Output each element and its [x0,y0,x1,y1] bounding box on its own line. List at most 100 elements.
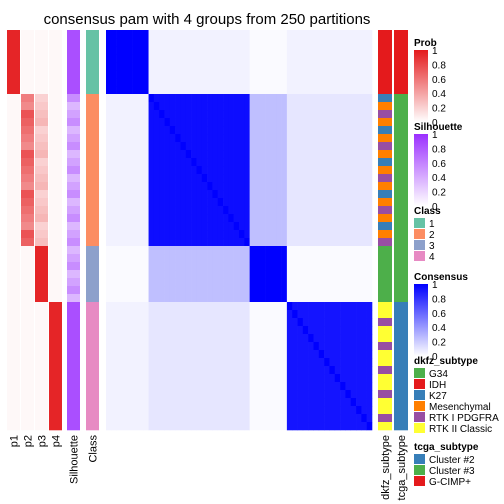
consensus-cell [276,166,282,175]
consensus-cell [281,174,288,183]
consensus-cell [223,102,229,111]
consensus-cell [217,294,224,303]
prob-cell-p3 [35,110,48,119]
consensus-cell [324,94,330,103]
consensus-cell [254,422,261,431]
consensus-cell [239,342,245,351]
consensus-cell [270,366,277,375]
consensus-cell [270,278,277,287]
consensus-cell [254,142,261,151]
consensus-cell [196,150,203,159]
consensus-cell [121,166,128,175]
consensus-cell [137,70,144,79]
consensus-cell [132,78,139,87]
consensus-cell [265,398,272,407]
consensus-cell [201,270,208,279]
consensus-cell [324,358,330,367]
consensus-cell [217,158,224,167]
silhouette-legend-tick: 0.6 [432,159,446,170]
consensus-cell [185,230,192,239]
prob-cell-p3 [35,30,48,39]
consensus-cell [201,182,208,191]
consensus-cell [340,102,346,111]
consensus-cell [148,342,155,351]
consensus-cell [201,238,208,247]
consensus-cell [164,86,171,95]
prob-cell-p4 [49,246,62,255]
consensus-cell [324,294,330,303]
consensus-cell [340,142,346,151]
consensus-cell [153,310,160,319]
consensus-cell [270,406,277,415]
prob-cell-p3 [35,342,48,351]
consensus-cell [366,70,373,79]
legend-panel: Prob10.80.60.40.20Silhouette10.80.60.40.… [414,38,499,488]
consensus-cell [159,110,165,119]
consensus-cell [281,230,288,239]
consensus-cell [180,254,187,263]
consensus-cell [324,398,330,407]
consensus-cell [169,422,176,431]
consensus-cell [345,390,352,399]
consensus-cell [148,190,155,199]
consensus-cell [270,350,277,359]
consensus-cell [254,414,261,423]
consensus-cell [292,142,298,151]
consensus-cell [169,142,176,151]
consensus-cell [324,190,330,199]
consensus-cell [175,326,181,335]
consensus-cell [350,422,357,431]
consensus-cell [356,62,362,71]
silhouette-cell [67,382,80,391]
consensus-cell [340,54,346,63]
prob-cell-p4 [49,62,62,71]
consensus-cell [116,150,123,159]
consensus-cell [228,206,234,215]
consensus-cell [254,270,261,279]
consensus-cell [164,406,171,415]
consensus-cell [292,414,298,423]
consensus-cell [127,318,133,327]
consensus-cell [356,70,362,79]
consensus-cell [308,406,314,415]
prob-cell-p4 [49,342,62,351]
consensus-cell [308,350,314,359]
consensus-cell [244,94,250,103]
consensus-cell [121,302,128,311]
consensus-cell [148,142,155,151]
prob-cell-p2 [21,382,34,391]
consensus-cell [137,134,144,143]
consensus-cell [207,94,213,103]
silhouette-legend-tick: 0.2 [432,188,446,199]
consensus-cell [308,70,314,79]
consensus-cell [169,326,176,335]
consensus-cell [201,422,208,431]
consensus-cell [329,126,336,135]
consensus-cell [270,110,277,119]
prob-cell-p3 [35,206,48,215]
prob-cell-p2 [21,118,34,127]
dkfz-subtype-cell [378,126,392,135]
consensus-cell [148,286,155,295]
consensus-cell [313,254,320,263]
consensus-cell [302,38,309,47]
consensus-cell [308,142,314,151]
consensus-cell [212,46,219,55]
consensus-cell [196,214,203,223]
prob-cell-p3 [35,398,48,407]
consensus-cell [169,150,176,159]
consensus-cell [106,38,112,47]
consensus-cell [281,30,288,39]
consensus-cell [137,190,144,199]
consensus-cell [159,246,165,255]
consensus-cell [329,414,336,423]
consensus-cell [212,262,219,271]
consensus-cell [106,414,112,423]
consensus-cell [116,206,123,215]
consensus-cell [191,366,197,375]
consensus-cell [292,230,298,239]
consensus-cell [244,238,250,247]
consensus-cell [340,158,346,167]
consensus-cell [233,158,240,167]
consensus-cell [233,190,240,199]
